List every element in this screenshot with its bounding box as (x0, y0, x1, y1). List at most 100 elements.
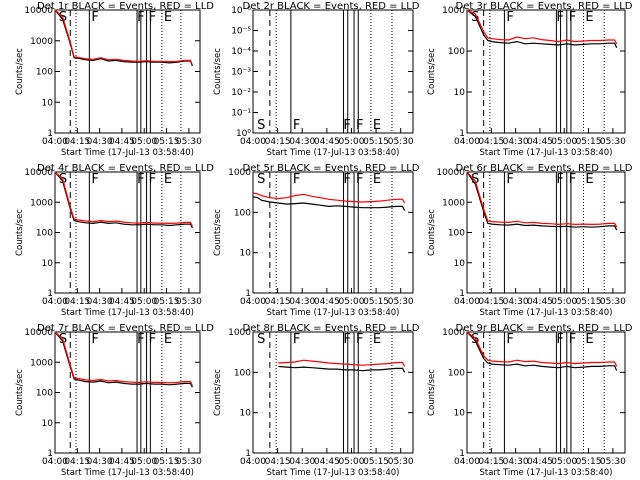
marker-f: F (506, 332, 513, 347)
marker-f: F (343, 172, 350, 187)
marker-s: S (471, 172, 479, 187)
marker-f: F (293, 118, 300, 133)
x-tick-label: 04:15 (478, 297, 504, 307)
x-tick-label: 05:30 (176, 457, 202, 467)
plot-frame (466, 9, 626, 134)
y-tick-label: 1 (245, 449, 251, 459)
x-tick-label: 04:00 (454, 137, 480, 147)
chart-panel-2: Det 2r BLACK = Events, RED = LLD 10⁰ 10⁻¹ 1… (213, 1, 420, 158)
plot-frame (252, 9, 414, 134)
x-tick-label: 04:15 (265, 297, 291, 307)
y-axis-label: Counts/sec (213, 209, 223, 256)
x-tick-label: 05:00 (338, 137, 364, 147)
marker-f: F (137, 172, 144, 187)
x-tick-label: 04:30 (289, 457, 315, 467)
marker-s: S (471, 332, 479, 347)
x-tick-label: 04:45 (314, 137, 340, 147)
marker-f: F (356, 172, 363, 187)
y-tick-label: 10 (454, 88, 466, 98)
series-line-lld (54, 9, 193, 66)
x-tick-label: 04:30 (87, 137, 113, 147)
chart-panel-7: Det 7r BLACK = Events, RED = LLD 1 10 100 10… (15, 323, 214, 478)
y-tick-label: 10⁻¹ (231, 109, 251, 119)
chart-panel-9: Det 9r BLACK = Events, RED = LLD 1 10 100 10… (427, 323, 633, 478)
y-axis-label: Counts/sec (427, 209, 437, 256)
marker-f: F (506, 10, 513, 25)
y-tick-label: 1000 (228, 328, 251, 338)
x-tick-label: 04:15 (265, 457, 291, 467)
marker-e: E (585, 332, 593, 347)
y-tick-label: 100 (36, 389, 53, 399)
x-tick-label: 05:00 (551, 457, 577, 467)
y-tick-label: 100 (448, 229, 465, 239)
series-line-events (54, 331, 193, 388)
x-tick-label: 04:30 (87, 457, 113, 467)
series-line-events (278, 365, 406, 373)
x-axis-label: Start Time (17-Jul-13 03:58:40) (61, 148, 194, 158)
y-axis-label: Counts/sec (427, 48, 437, 95)
y-tick-label: 10000 (436, 168, 465, 178)
marker-s: S (257, 118, 265, 133)
chart-panel-5: Det 5r BLACK = Events, RED = LLD 1 10 100 10… (213, 163, 420, 318)
y-tick-label: 1 (459, 449, 465, 459)
x-tick-label: 04:00 (240, 297, 266, 307)
y-tick-label: 10000 (24, 168, 53, 178)
marker-f: F (149, 10, 156, 25)
marker-f: F (293, 332, 300, 347)
marker-f: F (356, 118, 363, 133)
marker-s: S (257, 332, 265, 347)
series-line-lld (54, 171, 193, 227)
y-tick-label: 10 (240, 409, 252, 419)
x-tick-label: 05:00 (338, 297, 364, 307)
y-tick-label: 100 (448, 368, 465, 378)
y-axis-label: Counts/sec (15, 369, 25, 416)
x-tick-label: 04:45 (109, 137, 135, 147)
y-tick-label: 10 (240, 249, 252, 259)
chart-title: Det 8r BLACK = Events, RED = LLD (243, 323, 420, 334)
x-tick-label: 04:30 (503, 457, 529, 467)
marker-e: E (164, 10, 172, 25)
chart-panel-8: Det 8r BLACK = Events, RED = LLD 1 10 100 10… (213, 323, 420, 478)
y-tick-label: 1000 (442, 6, 465, 16)
chart-title: Det 7r BLACK = Events, RED = LLD (37, 323, 214, 334)
x-tick-label: 05:00 (131, 457, 157, 467)
chart-title: Det 4r BLACK = Events, RED = LLD (37, 163, 214, 174)
marker-f: F (569, 332, 576, 347)
y-tick-label: 10⁻⁵ (231, 27, 251, 37)
plot-frame (54, 331, 201, 454)
x-axis-label: Start Time (17-Jul-13 03:58:40) (267, 308, 400, 318)
series-line-lld (466, 9, 618, 45)
y-tick-label: 1000 (442, 328, 465, 338)
x-tick-label: 04:45 (314, 297, 340, 307)
x-tick-label: 05:30 (176, 297, 202, 307)
x-tick-label: 04:30 (503, 297, 529, 307)
y-axis-label: Counts/sec (213, 369, 223, 416)
x-tick-label: 04:00 (454, 457, 480, 467)
x-tick-label: 05:30 (600, 457, 626, 467)
series-line-lld (252, 192, 406, 204)
y-tick-label: 10 (42, 98, 54, 108)
y-tick-label: 10⁻³ (231, 68, 251, 78)
x-tick-label: 04:45 (527, 297, 553, 307)
chart-panel-4: Det 4r BLACK = Events, RED = LLD 1 10 100 10… (15, 163, 214, 318)
x-tick-label: 05:15 (576, 137, 602, 147)
x-axis-label: Start Time (17-Jul-13 03:58:40) (61, 468, 194, 478)
x-axis-label: Start Time (17-Jul-13 03:58:40) (480, 468, 613, 478)
y-tick-label: 1000 (30, 198, 53, 208)
marker-e: E (373, 172, 381, 187)
series-line-events (466, 171, 618, 231)
y-tick-label: 10⁰ (236, 129, 251, 139)
y-tick-label: 10⁻² (231, 88, 251, 98)
x-tick-label: 05:15 (154, 137, 180, 147)
chart-title: Det 6r BLACK = Events, RED = LLD (456, 163, 633, 174)
x-tick-label: 05:15 (154, 297, 180, 307)
x-tick-label: 04:15 (64, 457, 90, 467)
series-line-lld (466, 171, 618, 228)
y-tick-label: 100 (234, 368, 251, 378)
x-tick-label: 04:45 (527, 137, 553, 147)
series-line-events (466, 9, 618, 49)
plot-frame (54, 171, 201, 294)
y-tick-label: 1 (47, 449, 53, 459)
series-line-lld (278, 359, 406, 367)
